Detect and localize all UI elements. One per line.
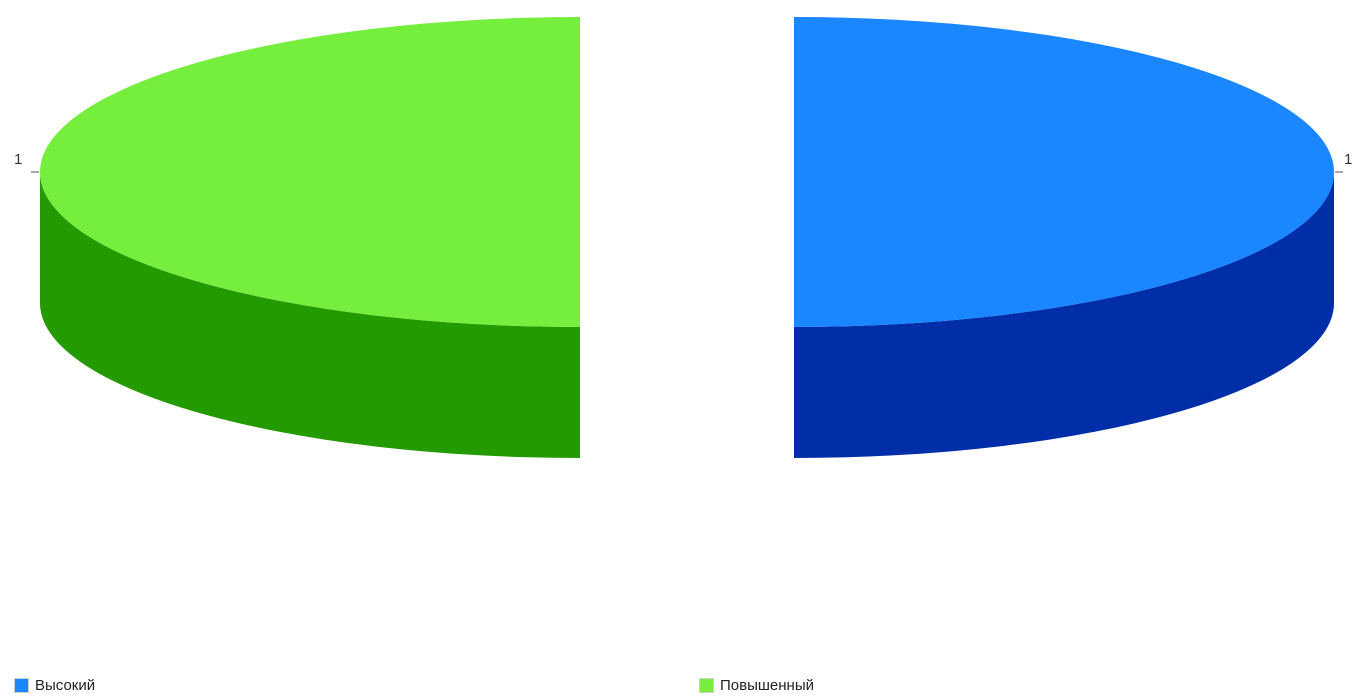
data-label-vysokiy: 1 (1335, 151, 1352, 173)
pie-slice-side-povyshenny (40, 172, 580, 458)
legend-swatch-vysokiy (14, 677, 29, 693)
pie-slice-povyshenny[interactable] (40, 17, 580, 458)
chart-legend: Высокий Повышенный (0, 670, 1354, 697)
pie-slice-side-vysokiy (794, 172, 1334, 458)
data-label-text-vysokiy: 1 (1344, 151, 1352, 168)
pie-slice-top-povyshenny (40, 17, 580, 327)
data-label-text-povyshenny: 1 (14, 151, 22, 168)
legend-label-vysokiy: Высокий (35, 676, 96, 694)
pie-slice-vysokiy[interactable] (794, 17, 1334, 458)
legend-item-povyshenny[interactable]: Повышенный (699, 676, 814, 694)
legend-swatch-povyshenny (699, 677, 714, 693)
data-label-povyshenny: 1 (14, 151, 39, 173)
legend-label-povyshenny: Повышенный (720, 676, 814, 694)
legend-item-vysokiy[interactable]: Высокий (14, 676, 95, 694)
pie-slice-top-vysokiy (794, 17, 1334, 327)
